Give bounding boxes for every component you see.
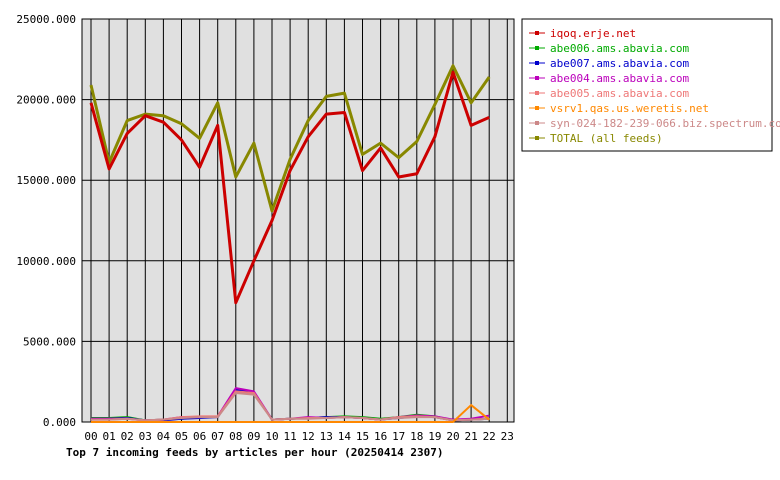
series-line	[89, 64, 491, 213]
x-tick-label: 07	[211, 430, 224, 443]
legend-marker	[535, 106, 539, 110]
legend-marker	[535, 31, 539, 35]
x-tick-label: 19	[428, 430, 441, 443]
legend-marker	[535, 121, 539, 125]
legend-label: abe006.ams.abavia.com	[550, 42, 689, 55]
x-tick-label: 06	[193, 430, 206, 443]
x-tick-label: 17	[392, 430, 405, 443]
y-tick-label: 5000.000	[23, 335, 76, 348]
legend-marker	[535, 61, 539, 65]
legend-label: abe007.ams.abavia.com	[550, 57, 689, 70]
legend-marker	[535, 136, 539, 140]
legend-items: iqoq.erje.net abe006.ams.abavia.com abe007…	[529, 27, 780, 145]
x-tick-label: 14	[338, 430, 352, 443]
y-tick-label: 10000.000	[16, 255, 76, 268]
x-tick-label: 16	[374, 430, 387, 443]
legend-label: TOTAL (all feeds)	[550, 132, 663, 145]
legend-box	[521, 18, 773, 152]
x-tick-label: 18	[410, 430, 423, 443]
x-tick-label: 10	[265, 430, 278, 443]
x-tick-label: 03	[139, 430, 152, 443]
series-line	[89, 70, 490, 305]
x-tick-label: 04	[157, 430, 171, 443]
legend-marker	[535, 46, 539, 50]
x-tick-label: 00	[84, 430, 97, 443]
legend-label: vsrv1.qas.us.weretis.net	[550, 102, 709, 115]
x-tick-label: 08	[229, 430, 242, 443]
x-tick-label: 15	[356, 430, 369, 443]
x-tick-label: 23	[501, 430, 514, 443]
legend: iqoq.erje.net abe006.ams.abavia.com abe007…	[521, 18, 780, 152]
x-tick-label: 01	[102, 430, 115, 443]
x-tick-labels: 00 01 02 03 04 05 06 07 08 09 10 11 12 13 14 15 16 17 18 19…	[84, 430, 514, 443]
y-tick-label: 0.000	[43, 416, 76, 429]
y-tick-label: 15000.000	[16, 174, 76, 187]
legend-label: abe004.ams.abavia.com	[550, 72, 689, 85]
y-tick-labels: 0.000 5000.000 10000.000 15000.000 20000.000…	[16, 13, 76, 429]
series-line	[91, 404, 490, 423]
x-tick-label: 21	[464, 430, 477, 443]
x-tick-label: 13	[320, 430, 333, 443]
plot-area	[81, 18, 515, 423]
x-tick-label: 02	[121, 430, 134, 443]
series-lines	[89, 64, 491, 423]
series-line	[91, 391, 490, 422]
x-tick-label: 22	[483, 430, 496, 443]
x-tick-label: 11	[283, 430, 296, 443]
y-tick-label: 20000.000	[16, 94, 76, 107]
legend-marker	[535, 91, 539, 95]
x-tick-label: 12	[302, 430, 315, 443]
x-tick-label: 09	[247, 430, 260, 443]
y-tick-label: 25000.000	[16, 13, 76, 26]
x-tick-label: 05	[175, 430, 188, 443]
legend-label: iqoq.erje.net	[550, 27, 636, 40]
x-tick-label: 20	[446, 430, 459, 443]
chart-title: Top 7 incoming feeds by articles per hou…	[66, 446, 444, 459]
legend-marker	[535, 76, 539, 80]
legend-label: syn-024-182-239-066.biz.spectrum.com	[550, 117, 780, 130]
legend-label: abe005.ams.abavia.com	[550, 87, 689, 100]
